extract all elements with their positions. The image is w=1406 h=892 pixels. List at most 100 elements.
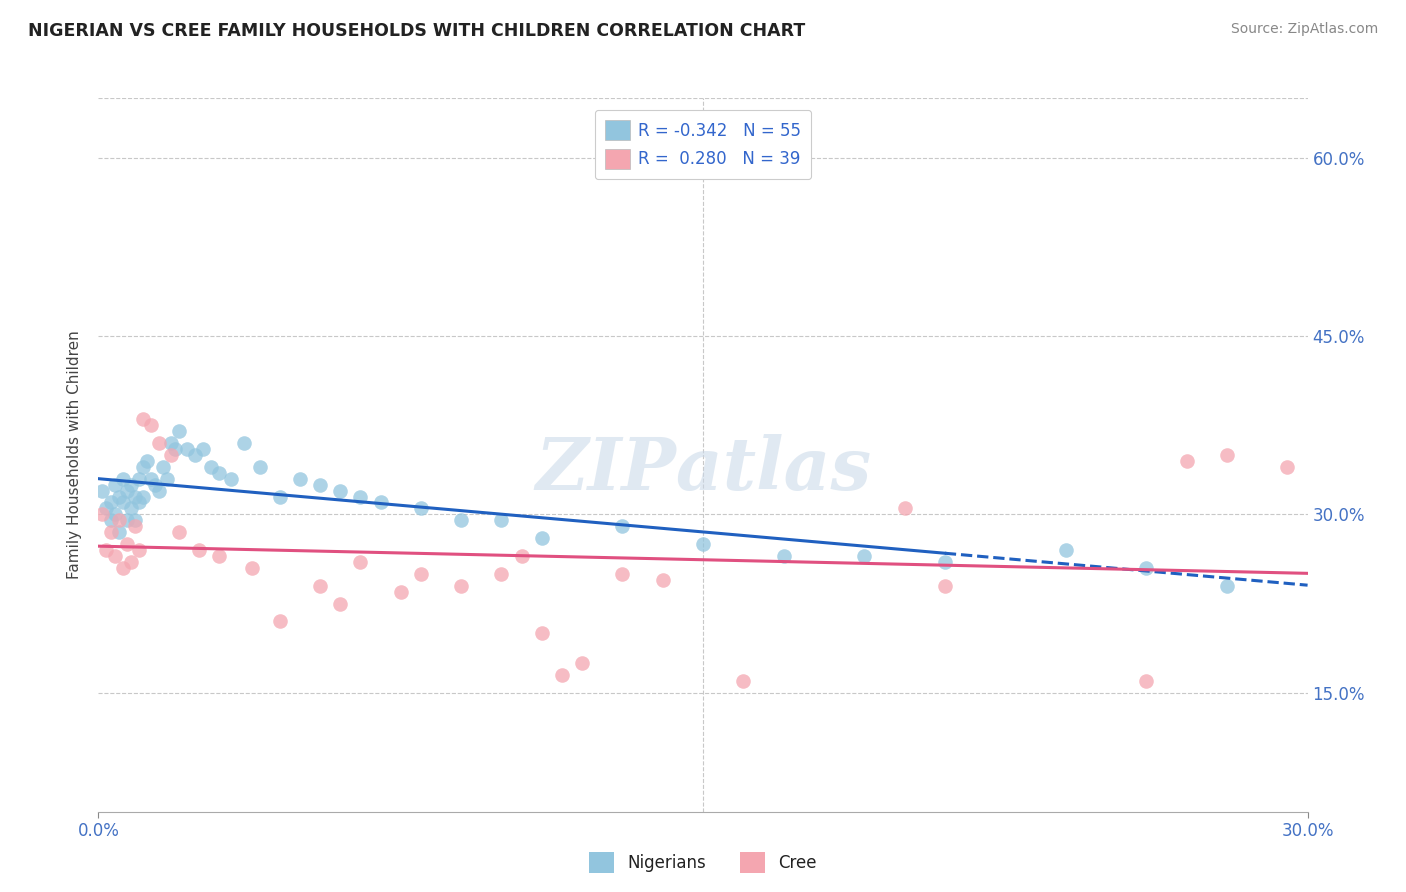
Point: [1054, 543, 1077, 558]
Point: [111, 472, 134, 486]
Point: [188, 543, 211, 558]
Point: [491, 566, 513, 581]
Point: [1135, 561, 1157, 575]
Point: [176, 442, 198, 456]
Point: [1175, 454, 1198, 468]
Point: [128, 543, 150, 558]
Point: [128, 495, 150, 509]
Point: [167, 424, 190, 438]
Point: [120, 501, 142, 516]
Point: [115, 483, 138, 498]
Point: [96, 501, 118, 516]
Point: [309, 579, 332, 593]
Point: [135, 454, 157, 468]
Point: [167, 525, 190, 540]
Point: [934, 579, 956, 593]
Point: [221, 472, 243, 486]
Point: [893, 501, 915, 516]
Point: [120, 555, 142, 569]
Point: [111, 495, 134, 509]
Point: [1216, 579, 1239, 593]
Point: [111, 561, 134, 575]
Point: [329, 597, 352, 611]
Text: Source: ZipAtlas.com: Source: ZipAtlas.com: [1230, 22, 1378, 37]
Point: [208, 549, 231, 563]
Point: [349, 555, 371, 569]
Legend: Nigerians, Cree: Nigerians, Cree: [582, 846, 824, 880]
Point: [115, 513, 138, 527]
Point: [249, 459, 271, 474]
Point: [389, 584, 412, 599]
Point: [132, 412, 155, 426]
Point: [733, 673, 755, 688]
Point: [240, 561, 263, 575]
Point: [612, 519, 634, 533]
Point: [269, 615, 291, 629]
Point: [651, 573, 673, 587]
Point: [100, 513, 122, 527]
Point: [184, 448, 207, 462]
Point: [107, 513, 129, 527]
Point: [510, 549, 533, 563]
Point: [269, 490, 291, 504]
Point: [491, 513, 513, 527]
Point: [450, 579, 472, 593]
Point: [208, 466, 231, 480]
Point: [124, 513, 146, 527]
Point: [107, 525, 129, 540]
Point: [288, 472, 311, 486]
Point: [329, 483, 352, 498]
Point: [571, 656, 593, 670]
Point: [934, 555, 956, 569]
Point: [100, 495, 122, 509]
Point: [772, 549, 794, 563]
Point: [91, 483, 114, 498]
Point: [1135, 673, 1157, 688]
Point: [139, 418, 162, 433]
Legend: R = -0.342   N = 55, R =  0.280   N = 39: R = -0.342 N = 55, R = 0.280 N = 39: [595, 110, 811, 179]
Point: [409, 501, 432, 516]
Point: [148, 483, 170, 498]
Text: ZIP​atlas: ZIP​atlas: [534, 434, 872, 505]
Point: [1277, 459, 1299, 474]
Point: [152, 459, 174, 474]
Point: [692, 537, 714, 551]
Point: [143, 477, 166, 491]
Point: [91, 508, 114, 522]
Point: [370, 495, 392, 509]
Point: [148, 436, 170, 450]
Point: [160, 436, 183, 450]
Point: [132, 490, 155, 504]
Point: [156, 472, 179, 486]
Point: [139, 472, 162, 486]
Point: [132, 459, 155, 474]
Point: [128, 472, 150, 486]
Point: [409, 566, 432, 581]
Point: [232, 436, 254, 450]
Point: [100, 525, 122, 540]
Point: [853, 549, 876, 563]
Point: [193, 442, 215, 456]
Point: [120, 477, 142, 491]
Point: [551, 668, 574, 682]
Y-axis label: Family Households with Children: Family Households with Children: [67, 331, 83, 579]
Point: [163, 442, 186, 456]
Point: [450, 513, 472, 527]
Point: [103, 549, 125, 563]
Point: [160, 448, 183, 462]
Point: [103, 477, 125, 491]
Point: [107, 490, 129, 504]
Text: NIGERIAN VS CREE FAMILY HOUSEHOLDS WITH CHILDREN CORRELATION CHART: NIGERIAN VS CREE FAMILY HOUSEHOLDS WITH …: [28, 22, 806, 40]
Point: [530, 531, 553, 545]
Point: [96, 543, 118, 558]
Point: [200, 459, 222, 474]
Point: [530, 626, 553, 640]
Point: [124, 519, 146, 533]
Point: [612, 566, 634, 581]
Point: [115, 537, 138, 551]
Point: [309, 477, 332, 491]
Point: [124, 490, 146, 504]
Point: [349, 490, 371, 504]
Point: [1216, 448, 1239, 462]
Point: [103, 508, 125, 522]
